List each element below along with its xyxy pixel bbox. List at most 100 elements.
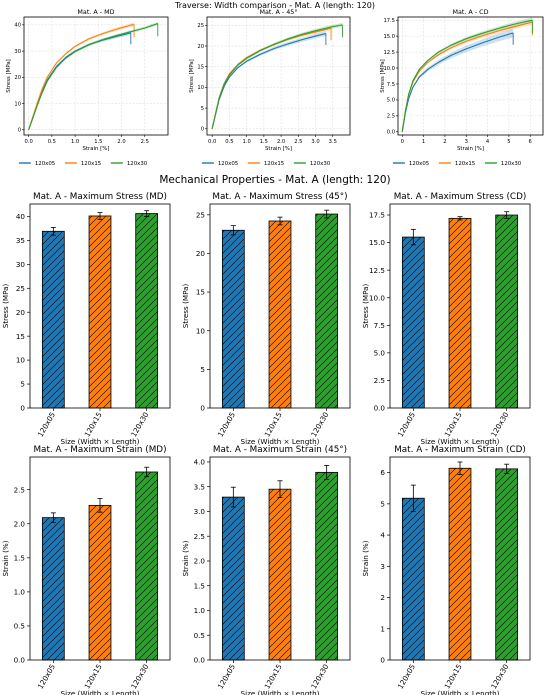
bar-strain-cd-bar-120x30 bbox=[495, 468, 519, 661]
bar-stress-md-xlabel: Size (Width × Length) bbox=[61, 437, 140, 446]
bar-stress-md: 0 5 10 15 20 25 30 35 40 120x05 120x15 120x30 Mat. A… bbox=[1, 192, 171, 446]
bar-strain-cd-ylabel: Strain (%) bbox=[361, 540, 370, 576]
bar-stress-45-title: Mat. A - Maximum Stress (45°) bbox=[212, 192, 347, 202]
curve-md-xtick-label: 0.0 bbox=[25, 139, 33, 145]
bar-strain-cd: 0 1 2 3 4 5 6 120x05 120x15 120x30 Mat. A - Maximu… bbox=[361, 445, 531, 695]
bar-strain-md-frame bbox=[29, 456, 171, 661]
bar-stress-md-xtick-label: 120x05 bbox=[36, 411, 57, 439]
curve-45-xtick-label: 3.5 bbox=[329, 139, 337, 145]
bar-stress-md-ytick-label: 15 bbox=[16, 332, 25, 341]
curve-cd-ytick-label: 10.0 bbox=[383, 66, 395, 72]
bar-strain-45-ytick-label: 3.0 bbox=[194, 507, 206, 516]
curve-md-ytick-label: 20 bbox=[14, 75, 21, 81]
bar-strain-45-frame bbox=[209, 456, 351, 661]
bar-stress-md-ytick-label: 40 bbox=[16, 212, 26, 221]
bar-strain-md-ytick-label: 0.0 bbox=[14, 656, 26, 665]
bar-stress-45-xlabel: Size (Width × Length) bbox=[241, 437, 320, 446]
bar-stress-cd-frame bbox=[389, 203, 531, 409]
bar-strain-md-ytick-label: 0.5 bbox=[14, 622, 25, 631]
bar-stress-cd-xtick-label: 120x30 bbox=[489, 410, 511, 438]
curve-45-band-120x15 bbox=[212, 26, 332, 129]
curve-45-xtick-label: 0.0 bbox=[208, 139, 216, 145]
curve-cd-xtick-label: 5 bbox=[507, 139, 510, 145]
figure-title-middle: Mechanical Properties - Mat. A (length: … bbox=[159, 174, 391, 186]
curve-cd-ytick-label: 17.5 bbox=[383, 18, 395, 24]
bar-stress-cd-xtick-label: 120x05 bbox=[396, 411, 417, 439]
curve-45-xtick-label: 1.5 bbox=[260, 139, 268, 145]
bar-strain-cd-ytick-label: 6 bbox=[380, 468, 385, 477]
curve-cd-title: Mat. A - CD bbox=[452, 8, 488, 16]
curve-45-legend-label-120x15: 120x15 bbox=[264, 161, 284, 167]
bar-strain-cd-xtick-label: 120x15 bbox=[442, 663, 463, 691]
curve-45-xtick-label: 2.0 bbox=[277, 139, 285, 145]
figure-title-top: Traverse: Width comparison - Mat. A (len… bbox=[175, 1, 375, 10]
bar-stress-cd-bar-120x05 bbox=[401, 236, 425, 409]
bar-strain-md-bar-120x05 bbox=[41, 517, 65, 661]
curve-45-band-120x30 bbox=[212, 22, 343, 129]
curve-cd-ylabel: Stress [MPa] bbox=[380, 59, 386, 92]
curve-md-xlabel: Strain [%] bbox=[82, 146, 109, 152]
curve-md-line-120x15 bbox=[28, 23, 135, 130]
bar-stress-45-bar-120x15 bbox=[268, 220, 292, 409]
bar-stress-45-bar-120x05 bbox=[221, 229, 245, 409]
bar-stress-cd-ytick-label: 10.0 bbox=[369, 293, 385, 302]
bar-strain-45-ytick-label: 0.5 bbox=[194, 631, 205, 640]
bar-strain-md-bar-120x15 bbox=[88, 504, 112, 661]
bar-stress-md-xtick-label: 120x15 bbox=[82, 411, 103, 439]
bar-stress-45-ytick-label: 5 bbox=[200, 365, 205, 374]
bar-strain-45-ytick-label: 3.5 bbox=[194, 482, 205, 491]
bar-strain-cd-ytick-label: 1 bbox=[380, 624, 385, 633]
curve-45-ytick-label: 20 bbox=[197, 44, 204, 50]
bar-stress-md-ytick-label: 5 bbox=[20, 380, 25, 389]
bar-stress-md-title: Mat. A - Maximum Stress (MD) bbox=[33, 192, 167, 202]
bar-stress-md-bar-120x15 bbox=[88, 215, 112, 409]
curve-md-ytick-label: 30 bbox=[14, 49, 21, 55]
bar-strain-45-title: Mat. A - Maximum Strain (45°) bbox=[213, 445, 347, 455]
bar-strain-md-ylabel: Strain (%) bbox=[1, 540, 10, 576]
bar-strain-45-ytick-label: 4.0 bbox=[194, 458, 206, 467]
bar-stress-cd-title: Mat. A - Maximum Stress (CD) bbox=[394, 192, 527, 202]
bar-strain-md-ytick-label: 1.5 bbox=[14, 553, 25, 562]
bar-stress-cd-bar-120x30 bbox=[495, 214, 519, 409]
curve-md-xtick-label: 1.5 bbox=[94, 139, 102, 145]
curve-md-band-120x05 bbox=[28, 30, 131, 130]
curve-45-legend-label-120x30: 120x30 bbox=[310, 161, 331, 167]
bar-strain-45-bar-120x05 bbox=[221, 496, 245, 661]
bar-stress-md-ytick-label: 30 bbox=[16, 260, 26, 269]
curve-cd-legend-label-120x05: 120x05 bbox=[409, 161, 429, 167]
curve-md-xtick-label: 1.0 bbox=[71, 139, 79, 145]
bar-strain-md-ytick-label: 2.5 bbox=[14, 485, 25, 494]
curve-45-xtick-label: 1.0 bbox=[243, 139, 251, 145]
curve-45-xtick-label: 0.5 bbox=[225, 139, 233, 145]
bar-stress-cd-ytick-label: 2.5 bbox=[374, 376, 385, 385]
bar-strain-cd-ytick-label: 3 bbox=[380, 562, 385, 571]
curve-cd-xtick-label: 4 bbox=[486, 139, 490, 145]
curve-45-ylabel: Stress [MPa] bbox=[189, 59, 195, 92]
curve-cd-xlabel: Strain [%] bbox=[457, 146, 484, 152]
bar-stress-45-bar-120x30 bbox=[315, 213, 339, 409]
bar-stress-45-ylabel: Stress (MPa) bbox=[181, 284, 190, 329]
curve-45-xtick-label: 2.5 bbox=[294, 139, 302, 145]
curve-45-ytick-label: 10 bbox=[197, 85, 204, 91]
curve-cd-ytick-label: 2.5 bbox=[387, 114, 395, 120]
curve-cd-xtick-label: 1 bbox=[422, 139, 425, 145]
curve-cd-xtick-label: 2 bbox=[443, 139, 446, 145]
bar-strain-45-xtick-label: 120x05 bbox=[216, 663, 237, 691]
bar-stress-cd-ytick-label: 17.5 bbox=[369, 211, 385, 220]
bar-strain-45-ylabel: Strain (%) bbox=[181, 540, 190, 576]
bar-strain-cd-bar-120x05 bbox=[401, 497, 425, 661]
bar-strain-cd-xtick-label: 120x30 bbox=[489, 662, 511, 690]
bar-strain-cd-ytick-label: 2 bbox=[380, 593, 385, 602]
curve-45-ytick-label: 25 bbox=[197, 23, 204, 29]
curve-cd-ytick-label: 5.0 bbox=[387, 98, 395, 104]
bar-strain-md-title: Mat. A - Maximum Strain (MD) bbox=[33, 445, 166, 455]
curve-md-xtick-label: 2.0 bbox=[117, 139, 125, 145]
curve-45-legend-label-120x05: 120x05 bbox=[218, 161, 238, 167]
curve-cd-band-120x15 bbox=[402, 19, 533, 132]
bar-strain-md-bar-120x30 bbox=[135, 471, 159, 661]
curve-45-title: Mat. A - 45° bbox=[259, 8, 297, 16]
curve-cd-line-120x05 bbox=[401, 32, 514, 132]
curve-cd-ytick-label: 7.5 bbox=[387, 82, 395, 88]
bar-strain-45-ytick-label: 1.5 bbox=[194, 581, 205, 590]
curve-45-ytick-label: 15 bbox=[197, 64, 204, 70]
